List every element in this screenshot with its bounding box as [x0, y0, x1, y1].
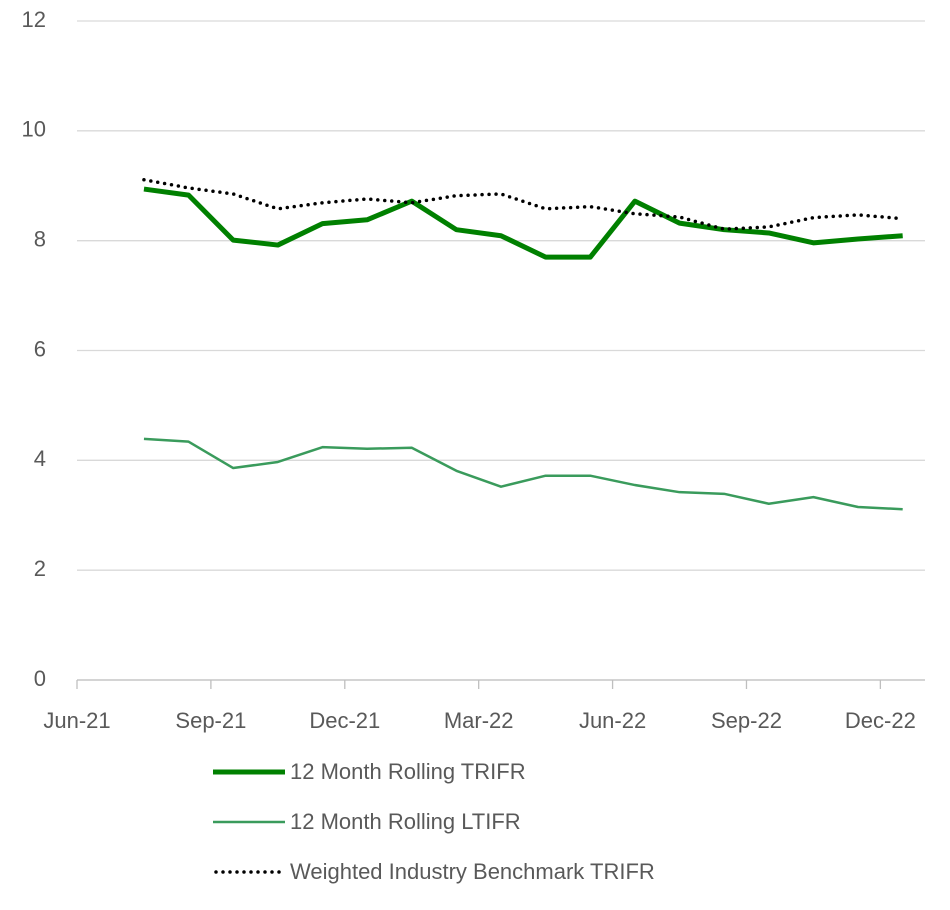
- x-tick-label: Mar-22: [444, 708, 514, 733]
- x-tick-label: Sep-22: [711, 708, 782, 733]
- x-tick-label: Jun-21: [43, 708, 110, 733]
- series-line: [143, 437, 903, 511]
- y-tick-label: 10: [22, 117, 46, 142]
- y-tick-label: 12: [22, 7, 46, 32]
- y-tick-label: 2: [34, 556, 46, 581]
- legend-label: 12 Month Rolling LTIFR: [290, 809, 521, 834]
- x-tick-label: Jun-22: [579, 708, 646, 733]
- x-tick-label: Sep-21: [175, 708, 246, 733]
- y-tick-label: 8: [34, 226, 46, 251]
- x-tick-label: Dec-22: [845, 708, 916, 733]
- y-tick-label: 0: [34, 666, 46, 691]
- series-line: [143, 186, 903, 260]
- legend-label: Weighted Industry Benchmark TRIFR: [290, 859, 655, 884]
- y-tick-label: 6: [34, 336, 46, 361]
- legend-label: 12 Month Rolling TRIFR: [290, 759, 526, 784]
- y-tick-label: 4: [34, 446, 46, 471]
- x-tick-label: Dec-21: [309, 708, 380, 733]
- series-line: [142, 177, 905, 231]
